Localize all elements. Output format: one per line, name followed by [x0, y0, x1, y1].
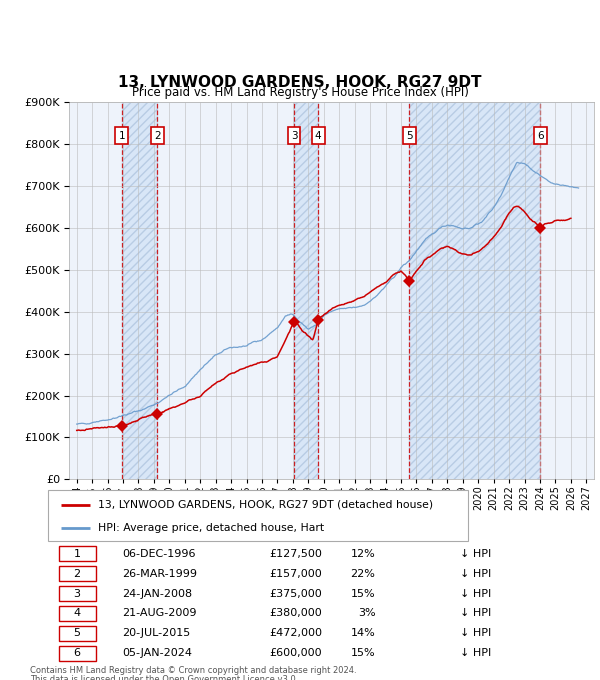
FancyBboxPatch shape: [59, 566, 95, 581]
Text: ↓ HPI: ↓ HPI: [460, 568, 491, 579]
Bar: [122, 102, 157, 479]
Text: 5: 5: [74, 628, 80, 639]
Text: £600,000: £600,000: [270, 648, 322, 658]
Text: ↓ HPI: ↓ HPI: [460, 549, 491, 559]
Text: 5: 5: [406, 131, 413, 141]
Text: 21-AUG-2009: 21-AUG-2009: [122, 609, 196, 618]
Text: £380,000: £380,000: [270, 609, 323, 618]
Text: £157,000: £157,000: [270, 568, 323, 579]
Text: 26-MAR-1999: 26-MAR-1999: [122, 568, 197, 579]
Bar: [409, 102, 540, 479]
Text: 3%: 3%: [358, 609, 376, 618]
Text: 13, LYNWOOD GARDENS, HOOK, RG27 9DT: 13, LYNWOOD GARDENS, HOOK, RG27 9DT: [118, 75, 482, 90]
Bar: [122, 102, 157, 479]
Text: 4: 4: [315, 131, 322, 141]
Text: ↓ HPI: ↓ HPI: [460, 609, 491, 618]
Text: 2: 2: [154, 131, 161, 141]
Text: 06-DEC-1996: 06-DEC-1996: [122, 549, 196, 559]
Text: 15%: 15%: [351, 648, 376, 658]
Text: 05-JAN-2024: 05-JAN-2024: [122, 648, 192, 658]
FancyBboxPatch shape: [59, 586, 95, 601]
Text: This data is licensed under the Open Government Licence v3.0.: This data is licensed under the Open Gov…: [30, 675, 298, 680]
Text: 6: 6: [537, 131, 544, 141]
Bar: [409, 102, 540, 479]
FancyBboxPatch shape: [59, 645, 95, 660]
Text: ↓ HPI: ↓ HPI: [460, 589, 491, 598]
Text: £375,000: £375,000: [270, 589, 323, 598]
Text: 20-JUL-2015: 20-JUL-2015: [122, 628, 190, 639]
Text: £127,500: £127,500: [270, 549, 323, 559]
Text: 1: 1: [74, 549, 80, 559]
Text: 15%: 15%: [351, 589, 376, 598]
Bar: [294, 102, 318, 479]
Text: Price paid vs. HM Land Registry's House Price Index (HPI): Price paid vs. HM Land Registry's House …: [131, 86, 469, 99]
Text: 12%: 12%: [350, 549, 376, 559]
Text: 14%: 14%: [350, 628, 376, 639]
Text: HPI: Average price, detached house, Hart: HPI: Average price, detached house, Hart: [98, 523, 325, 533]
Text: 13, LYNWOOD GARDENS, HOOK, RG27 9DT (detached house): 13, LYNWOOD GARDENS, HOOK, RG27 9DT (det…: [98, 500, 434, 510]
Bar: [294, 102, 318, 479]
Text: 6: 6: [74, 648, 80, 658]
FancyBboxPatch shape: [48, 490, 468, 541]
Text: 1: 1: [118, 131, 125, 141]
Text: £472,000: £472,000: [270, 628, 323, 639]
Text: ↓ HPI: ↓ HPI: [460, 648, 491, 658]
Text: ↓ HPI: ↓ HPI: [460, 628, 491, 639]
Text: 24-JAN-2008: 24-JAN-2008: [122, 589, 192, 598]
FancyBboxPatch shape: [59, 606, 95, 621]
Text: 22%: 22%: [350, 568, 376, 579]
Text: Contains HM Land Registry data © Crown copyright and database right 2024.: Contains HM Land Registry data © Crown c…: [30, 666, 356, 675]
Text: 3: 3: [74, 589, 80, 598]
Text: 2: 2: [73, 568, 80, 579]
Text: 3: 3: [290, 131, 297, 141]
FancyBboxPatch shape: [59, 547, 95, 562]
FancyBboxPatch shape: [59, 626, 95, 641]
Text: 4: 4: [73, 609, 80, 618]
